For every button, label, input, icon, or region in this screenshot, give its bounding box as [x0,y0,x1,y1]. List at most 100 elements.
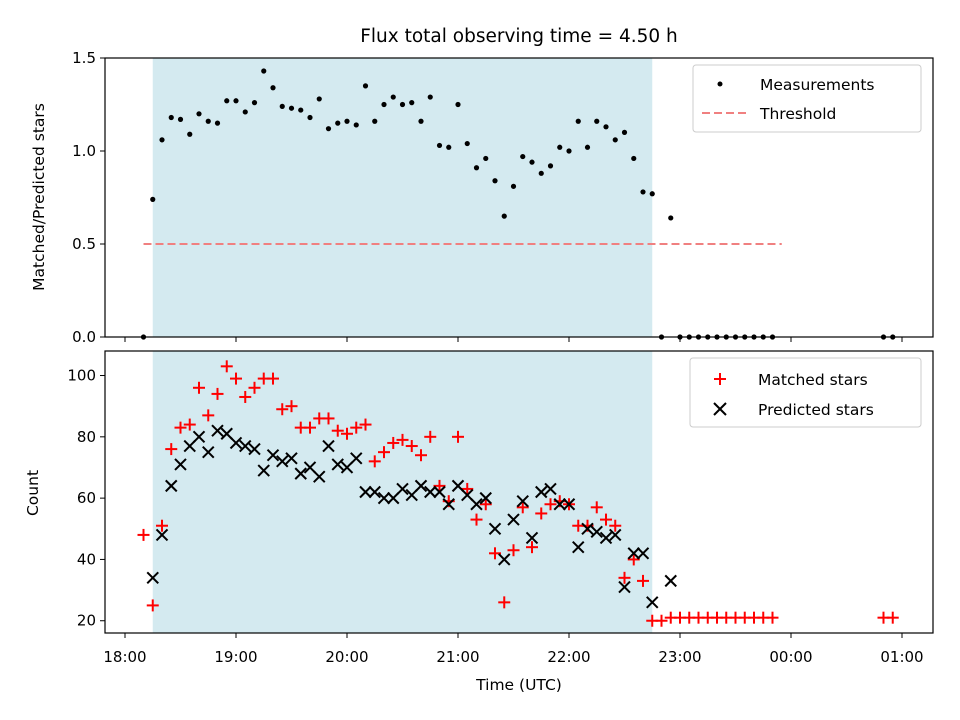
predicted-star-point [165,479,178,493]
measurement-point [353,122,359,128]
measurement-point [436,142,443,149]
measurement-point [233,98,239,104]
measurement-point [529,159,535,165]
predicted-star-point [266,449,280,462]
matched-star-point [590,501,603,514]
predicted-star-b [322,439,335,453]
predicted-star-b [359,485,372,499]
predicted-star-b [294,467,307,480]
predicted-star-point [322,439,335,453]
predicted-star-b [433,485,446,499]
matched-star-point [137,528,150,541]
bottom-axes-frame [104,350,934,634]
matched-star-point [322,412,335,425]
predicted-star-b [396,482,409,496]
matched-star-point [415,449,427,462]
predicted-star-b [202,445,215,459]
measurement-point [612,137,618,143]
predicted-star-b [192,430,206,444]
predicted-star-point [229,436,243,450]
predicted-star-point [479,491,492,505]
matched-star-point [193,381,205,394]
matched-star-point [165,443,178,456]
predicted-star-b [609,528,622,542]
predicted-star-b [479,491,492,505]
predicted-star-b [350,452,363,465]
measurement-point [187,131,193,137]
legend-predicted-marker [713,402,727,416]
matched-star-point [276,403,289,416]
predicted-star-point [211,424,224,437]
predicted-star-b [525,531,539,545]
predicted-star-b [544,482,557,496]
measurement-point [594,118,600,124]
predicted-star-b [590,525,603,539]
predicted-star-b [239,439,252,453]
measurement-point [251,100,258,106]
measurement-point [177,116,184,122]
measurement-point [649,191,655,197]
measurement-point [168,114,174,121]
predicted-star-point [470,498,483,511]
top-y-tick-label: 0.5 [72,235,96,253]
measurement-point [214,120,221,126]
x-tick-label: 20:00 [325,648,368,666]
predicted-star-point [646,596,659,609]
predicted-star-point [313,470,326,483]
x-axis-label: Time (UTC) [475,676,562,694]
predicted-star-b [285,452,298,465]
matched-star-point [516,501,529,514]
measurement-point [279,103,285,109]
predicted-star-point [331,458,344,471]
predicted-star-b [183,439,196,453]
predicted-star-b [313,470,326,483]
predicted-star-points [146,424,677,609]
bottom-x-ticks: 18:00 19:00 20:00 21:00 22:00 23:00 00:00 01:00 [103,633,924,666]
predicted-star-point [581,522,594,535]
predicted-star-point [368,485,381,499]
measurement-point [621,129,628,135]
x-tick-label: 22:00 [547,648,590,666]
measurement-point [446,144,452,150]
matched-star-point [304,421,316,434]
matched-star-point [378,446,390,459]
predicted-star-point [155,528,169,542]
top-y-ticks: 0.0 0.5 1.0 1.5 [72,49,105,346]
matched-star-point [766,611,779,624]
predicted-star-b [303,461,317,474]
predicted-star-point [599,531,613,545]
predicted-star-point [451,479,465,493]
measurement-point [390,94,396,100]
measurement-point [510,183,517,189]
legend-measurements-label: Measurements [760,76,875,94]
measurement-point [150,196,156,202]
predicted-star-b [257,464,270,477]
predicted-star-point [525,531,539,545]
measurement-point [640,189,646,195]
predicted-star-b [155,528,169,542]
predicted-star-b [387,491,400,505]
matched-star-point [146,599,159,612]
bottom-panel: 20 40 60 80 100 18:00 19:00 20:00 21:00 22:00 23:… [24,350,934,694]
matched-star-point [396,433,409,446]
predicted-star-b [664,574,677,588]
top-y-tick-label: 1.0 [72,142,96,160]
predicted-star-point [442,498,455,511]
predicted-star-b [414,479,428,493]
predicted-star-point [396,482,409,496]
matched-star-point [405,440,418,453]
matched-star-point [498,596,511,609]
measurement-point [298,107,304,113]
predicted-star-point [294,467,307,480]
predicted-star-b [562,498,576,511]
predicted-star-b [507,513,520,526]
predicted-star-b [572,540,585,554]
measurement-point [316,96,322,102]
matched-star-point [239,390,252,403]
measurement-point [261,68,267,74]
predicted-star-b [470,498,483,511]
predicted-star-b [553,498,566,511]
matched-star-point [359,418,372,431]
measurement-point [344,118,350,124]
matched-star-point [609,519,622,532]
